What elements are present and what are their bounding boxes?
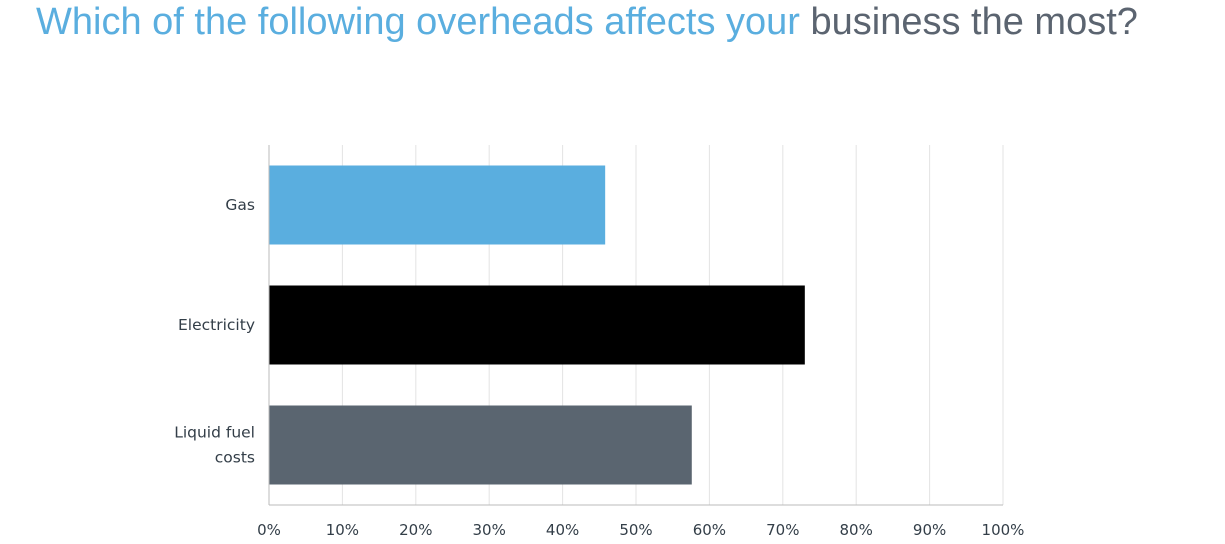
chart-title: Which of the following overheads affects…: [36, 0, 1138, 44]
category-label: Gas: [225, 196, 255, 214]
bar: [269, 285, 805, 365]
x-tick-label: 100%: [982, 521, 1025, 539]
bar: [269, 405, 692, 485]
x-tick-label: 90%: [913, 521, 946, 539]
x-tick-label: 20%: [399, 521, 432, 539]
x-tick-label: 30%: [473, 521, 506, 539]
x-tick-label: 10%: [326, 521, 359, 539]
x-tick-label: 80%: [840, 521, 873, 539]
bar: [269, 165, 606, 245]
category-labels: Gas Electricity Liquid fuel costs: [174, 196, 255, 467]
title-part-1: Which of the following overheads affects…: [36, 1, 800, 43]
x-tick-label: 40%: [546, 521, 579, 539]
x-tick-label: 70%: [766, 521, 799, 539]
x-tick-label: 50%: [619, 521, 652, 539]
x-tick-labels: 0% 10% 20% 30% 40% 50% 60% 70% 80% 90% 100%: [257, 521, 1024, 539]
category-label: Electricity: [178, 316, 255, 334]
category-label: costs: [215, 449, 255, 467]
bars: [269, 165, 805, 485]
axes: [268, 145, 1003, 506]
x-tick-label: 60%: [693, 521, 726, 539]
x-tick-label: 0%: [257, 521, 281, 539]
category-label: Liquid fuel: [174, 424, 255, 442]
title-part-2: business the most?: [810, 1, 1138, 43]
